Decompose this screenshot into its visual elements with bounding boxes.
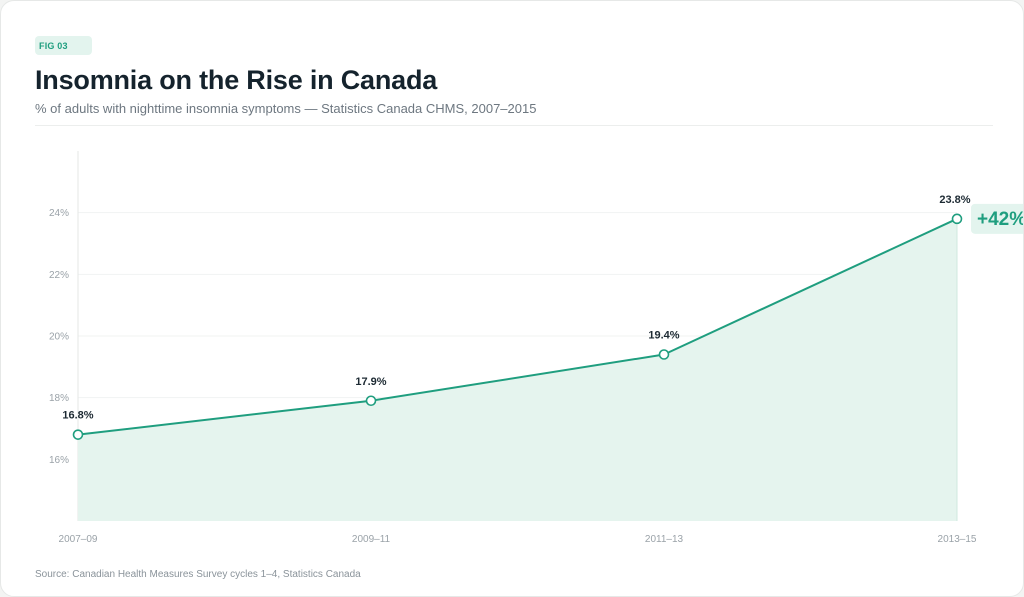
chart-title: Insomnia on the Rise in Canada	[35, 65, 438, 95]
x-tick-label: 2011–13	[645, 534, 684, 545]
y-tick-label: 16%	[49, 455, 69, 466]
data-label: 16.8%	[62, 410, 93, 422]
data-point[interactable]	[365, 395, 377, 407]
data-label: 17.9%	[355, 376, 386, 388]
data-point[interactable]	[658, 349, 670, 360]
x-tick-label: 2007–09	[59, 534, 98, 545]
source-note: Source: Canadian Health Measures Survey …	[35, 569, 361, 580]
header-divider	[35, 125, 993, 126]
x-tick-label: 2013–15	[938, 534, 977, 545]
series-line	[77, 217, 958, 436]
data-label: 19.4%	[648, 330, 679, 342]
y-tick-label: 24%	[49, 208, 69, 219]
figure-tag: FIG 03	[35, 36, 92, 55]
y-tick-label: 18%	[49, 393, 69, 404]
data-point[interactable]	[951, 213, 963, 225]
area-fill	[78, 218, 957, 522]
y-tick-label: 22%	[49, 270, 69, 281]
x-tick-label: 2009–11	[352, 534, 391, 545]
y-tick-label: 20%	[49, 332, 69, 343]
chart-subtitle: % of adults with nighttime insomnia symp…	[35, 101, 537, 116]
data-label: 23.8%	[939, 194, 970, 206]
data-point[interactable]	[72, 429, 84, 440]
growth-annotation: +42%	[977, 209, 1024, 230]
growth-badge	[971, 203, 1023, 234]
